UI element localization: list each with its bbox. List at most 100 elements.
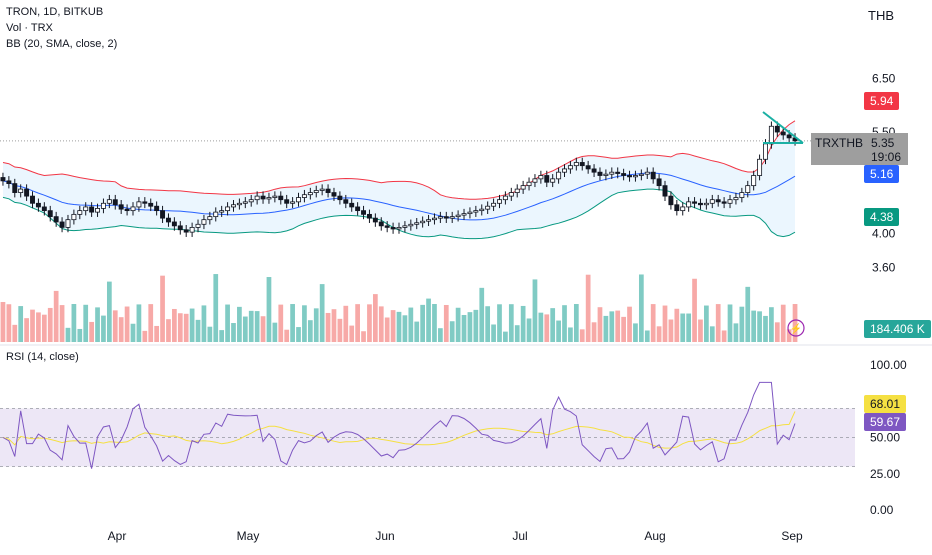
volume-bar <box>183 313 189 342</box>
candle <box>65 219 71 228</box>
volume-bar <box>627 306 632 342</box>
volume-bar <box>633 323 638 342</box>
volume-bar <box>248 310 254 342</box>
time-tick-label: Apr <box>108 529 127 543</box>
candle <box>479 208 485 212</box>
candle <box>644 171 650 175</box>
time-tick-label: May <box>237 529 260 543</box>
candle <box>420 220 426 224</box>
volume-bar <box>609 311 615 342</box>
lightning-glyph: ⚡ <box>790 322 802 335</box>
volume-bar <box>231 323 236 342</box>
candle <box>343 199 349 204</box>
candle <box>35 202 41 208</box>
rsi-tick-label: 0.00 <box>870 503 894 517</box>
volume-bar <box>573 304 579 342</box>
volume-bar <box>12 324 18 342</box>
candle <box>195 223 201 228</box>
volume-bar <box>172 308 177 342</box>
volume-bar <box>83 304 89 342</box>
candle <box>591 168 597 173</box>
volume-bar <box>727 304 733 342</box>
volume-bar <box>443 304 449 342</box>
volume-tag: 184.406 K <box>864 320 931 338</box>
volume-bar <box>532 279 538 342</box>
volume-bar <box>792 304 798 342</box>
volume-bar <box>349 325 355 342</box>
candle <box>692 201 698 204</box>
volume-bar <box>414 321 420 342</box>
candle <box>266 197 272 200</box>
volume-bar <box>408 307 414 342</box>
volume-bar <box>449 321 455 342</box>
candle <box>402 225 408 228</box>
time-tick-label: Aug <box>644 529 665 543</box>
currency-label: THB <box>868 8 894 23</box>
volume-bar <box>644 330 650 342</box>
candle <box>674 204 680 212</box>
volume-bar <box>195 319 201 342</box>
candle <box>431 217 437 221</box>
volume-bar <box>207 326 213 342</box>
last-price: 5.35 <box>871 136 895 150</box>
volume-bar <box>420 304 426 342</box>
candle <box>627 175 633 178</box>
volume-bar <box>290 304 295 342</box>
volume-bar <box>692 278 697 342</box>
candle <box>763 143 768 160</box>
volume-bar <box>526 318 532 342</box>
volume-bar <box>585 274 591 342</box>
volume-bar <box>296 327 301 342</box>
candle <box>248 199 254 203</box>
volume-bar <box>402 315 408 342</box>
candle <box>100 202 106 209</box>
candle <box>573 162 579 167</box>
candle <box>668 195 674 206</box>
candle <box>502 195 508 201</box>
time-tick-label: Jun <box>375 529 394 543</box>
candle <box>567 165 573 170</box>
candle <box>751 175 757 187</box>
volume-bar <box>260 316 266 342</box>
candle <box>650 171 656 180</box>
volume-bar <box>53 290 59 342</box>
candle <box>508 192 514 197</box>
volume-bar <box>780 304 786 342</box>
volume-bar <box>579 329 585 342</box>
volume-bar <box>30 309 35 342</box>
candle <box>41 206 47 212</box>
candle <box>124 208 130 212</box>
candle <box>520 185 526 190</box>
volume-bar <box>786 329 792 342</box>
volume-bar <box>715 304 721 342</box>
candle <box>219 210 225 213</box>
candle <box>733 197 739 201</box>
candle <box>579 162 585 167</box>
rsi-ma-tag: 68.01 <box>864 395 907 413</box>
candle <box>638 173 644 176</box>
candle <box>686 201 692 208</box>
candle <box>254 195 260 201</box>
volume-bar <box>18 306 24 342</box>
candle <box>449 216 455 219</box>
candle <box>461 213 467 216</box>
volume-bar <box>763 315 768 342</box>
volume-bar <box>237 306 242 342</box>
candle <box>278 195 284 201</box>
candle <box>148 202 154 207</box>
volume-bar <box>680 313 686 342</box>
volume-bar <box>745 286 751 342</box>
price-tick-label: 6.50 <box>872 72 896 86</box>
candle <box>408 223 414 227</box>
candle <box>491 202 497 207</box>
volume-bar <box>656 326 662 342</box>
volume-bar <box>24 318 29 342</box>
candle <box>53 216 59 223</box>
candle <box>112 199 118 206</box>
volume-bar <box>378 306 384 342</box>
candle <box>165 217 171 223</box>
volume-bar <box>65 327 71 342</box>
candle <box>526 181 532 187</box>
